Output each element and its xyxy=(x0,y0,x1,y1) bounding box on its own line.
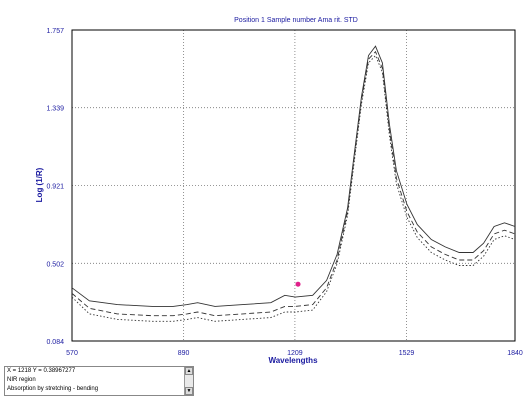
x-tick-label: 1209 xyxy=(287,350,303,357)
x-tick-label: 570 xyxy=(66,350,78,357)
region-label: NIR region xyxy=(7,377,36,383)
x-tick-label: 1840 xyxy=(507,350,523,357)
x-tick-labels: 570 890 1209 1529 1840 xyxy=(66,350,523,357)
cursor-readout-panel: X = 1218 Y = 0.38967277 NIR region Absor… xyxy=(4,366,194,396)
y-axis-label: Log (1/R) xyxy=(35,167,44,202)
cursor-coordinates: X = 1218 Y = 0.38967277 xyxy=(7,368,76,374)
plot-area[interactable] xyxy=(71,29,516,342)
series-line-dotted xyxy=(71,54,516,322)
y-tick-label: 0.084 xyxy=(46,339,64,346)
x-axis-label: Wavelengths xyxy=(268,356,318,365)
x-tick-label: 890 xyxy=(178,350,190,357)
cursor-marker[interactable] xyxy=(295,281,301,287)
y-tick-label: 0.502 xyxy=(46,261,64,268)
series-line-dashed xyxy=(71,50,516,317)
series-line-solid xyxy=(71,45,516,307)
region-note: Absorption by stretching - bending xyxy=(7,386,99,392)
chart-title: Position 1 Sample number Ama rit. STD xyxy=(234,17,358,24)
readout-scrollbar[interactable]: ▲ ▼ xyxy=(184,367,193,395)
scroll-up-icon[interactable]: ▲ xyxy=(185,367,193,375)
chart-series-group xyxy=(71,45,516,322)
y-tick-label: 0.921 xyxy=(46,183,64,190)
y-tick-labels: 1.757 1.339 0.921 0.502 0.084 xyxy=(46,28,64,346)
chart-grid xyxy=(72,30,515,341)
scroll-down-icon[interactable]: ▼ xyxy=(185,387,193,395)
y-tick-label: 1.339 xyxy=(46,106,64,113)
y-tick-label: 1.757 xyxy=(46,28,64,35)
x-tick-label: 1529 xyxy=(399,350,415,357)
